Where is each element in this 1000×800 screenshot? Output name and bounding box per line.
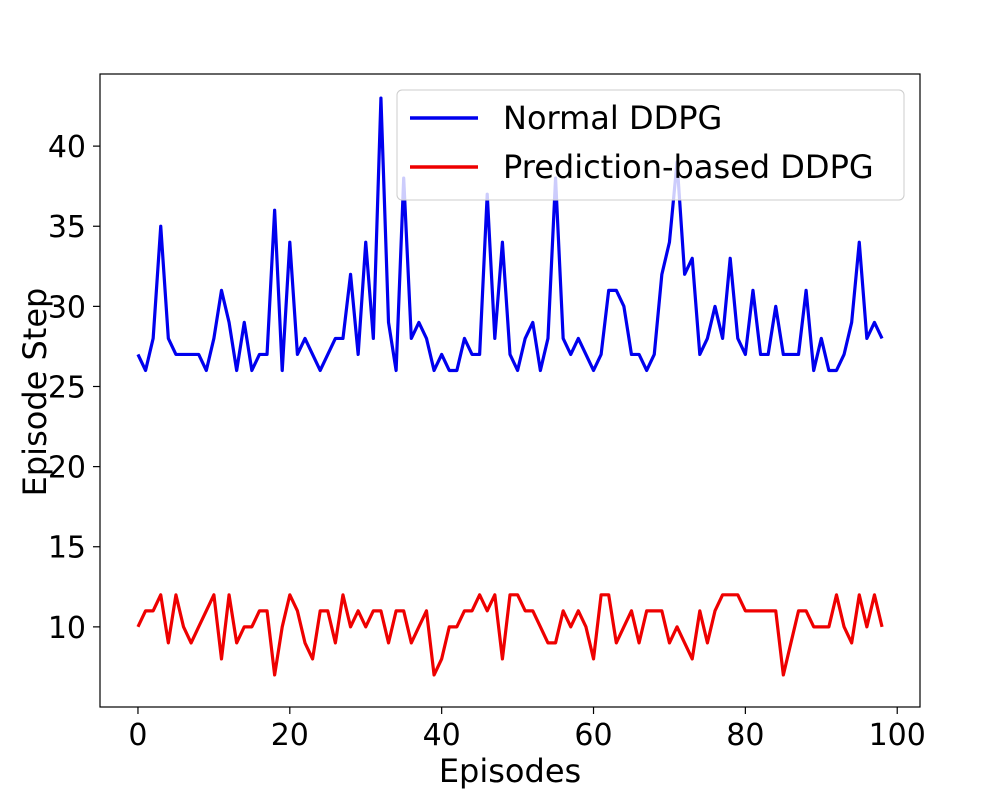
- x-tick-label: 40: [423, 718, 461, 753]
- legend-box: [396, 89, 905, 201]
- y-tick-label: 25: [48, 370, 86, 405]
- x-tick-label: 80: [726, 718, 764, 753]
- y-axis-title: Episode Step: [16, 288, 54, 497]
- legend-label-prediction-based-ddpg: Prediction-based DDPG: [503, 148, 874, 186]
- series-line-normal-ddpg: [136, 96, 884, 373]
- legend-label-normal-ddpg: Normal DDPG: [503, 99, 722, 137]
- series-layer: [136, 96, 884, 677]
- y-tick-label: 35: [48, 210, 86, 245]
- x-tick-label: 0: [128, 718, 147, 753]
- x-tick-label: 100: [869, 718, 926, 753]
- legend: Normal DDPG Prediction-based DDPG: [396, 89, 905, 201]
- y-tick-label: 40: [48, 130, 86, 165]
- y-tick-label: 30: [48, 290, 86, 325]
- x-axis-title: Episodes: [439, 752, 581, 790]
- x-axis: 0 20 40 60 80 100: [128, 707, 926, 753]
- y-tick-label: 15: [48, 531, 86, 566]
- x-tick-label: 60: [574, 718, 612, 753]
- y-tick-label: 10: [48, 611, 86, 646]
- x-tick-label: 20: [271, 718, 309, 753]
- series-line-prediction-based-ddpg: [136, 593, 884, 677]
- y-axis: 10 15 20 25 30 35 40: [48, 130, 100, 646]
- y-tick-label: 20: [48, 451, 86, 486]
